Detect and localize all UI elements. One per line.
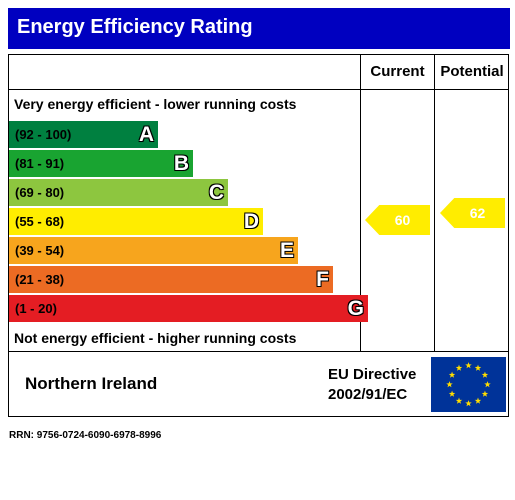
band-letter-label: G	[347, 297, 364, 320]
eu-star-icon	[448, 390, 456, 397]
eu-star-icon	[484, 381, 491, 388]
eu-star-icon	[455, 364, 463, 371]
rating-band-g: (1 - 20) G	[9, 295, 368, 322]
band-range-label: (21 - 38)	[15, 272, 65, 287]
bottom-caption: Not energy efficient - higher running co…	[14, 330, 297, 346]
rating-band-f: (21 - 38) F	[9, 266, 333, 293]
band-range-label: (39 - 54)	[15, 243, 65, 258]
column-divider-current	[360, 54, 361, 352]
band-letter-label: F	[316, 268, 329, 291]
eu-star-icon	[465, 362, 472, 369]
current-rating-arrow: 60	[365, 205, 430, 235]
band-letter-label: E	[279, 239, 294, 262]
eu-directive-line2: 2002/91/EC	[328, 386, 408, 403]
rating-band-b: (81 - 91) B	[9, 150, 193, 177]
eu-directive-line1: EU Directive	[328, 366, 417, 383]
band-letter-label: D	[243, 210, 259, 233]
page-title: Energy Efficiency Rating	[8, 8, 510, 49]
column-divider-potential	[434, 54, 435, 352]
top-caption: Very energy efficient - lower running co…	[14, 96, 297, 112]
rating-band-d: (55 - 68) D	[9, 208, 263, 235]
band-range-label: (81 - 91)	[15, 156, 65, 171]
rrn-reference: RRN: 9756-0724-6090-6978-8996	[9, 430, 162, 441]
rating-band-a: (92 - 100) A	[9, 121, 158, 148]
eu-flag-icon	[431, 357, 506, 412]
band-range-label: (55 - 68)	[15, 214, 65, 229]
rating-band-e: (39 - 54) E	[9, 237, 298, 264]
band-letter-label: A	[138, 123, 154, 146]
eu-star-icon	[481, 371, 489, 378]
eu-star-icon	[455, 397, 463, 404]
region-label: Northern Ireland	[25, 374, 158, 393]
eu-directive: EU Directive 2002/91/EC	[328, 365, 416, 405]
eu-star-icon	[481, 390, 489, 397]
eu-star-icon	[474, 397, 482, 404]
band-range-label: (92 - 100)	[15, 127, 72, 142]
rating-table	[8, 54, 509, 352]
footer-panel	[8, 352, 509, 417]
band-range-label: (69 - 80)	[15, 185, 65, 200]
potential-rating-value: 62	[469, 205, 486, 221]
rating-band-c: (69 - 80) C	[9, 179, 228, 206]
band-letter-label: C	[208, 181, 224, 204]
eu-star-icon	[465, 400, 472, 407]
eu-star-icon	[446, 381, 453, 388]
current-column-header: Current	[370, 63, 425, 80]
potential-column-header: Potential	[440, 63, 504, 80]
potential-rating-arrow: 62	[440, 198, 505, 228]
eu-star-icon	[474, 364, 482, 371]
current-rating-value: 60	[394, 212, 411, 228]
header-divider	[8, 89, 509, 90]
band-letter-label: B	[173, 152, 189, 175]
band-range-label: (1 - 20)	[15, 301, 57, 316]
eu-star-icon	[448, 371, 456, 378]
